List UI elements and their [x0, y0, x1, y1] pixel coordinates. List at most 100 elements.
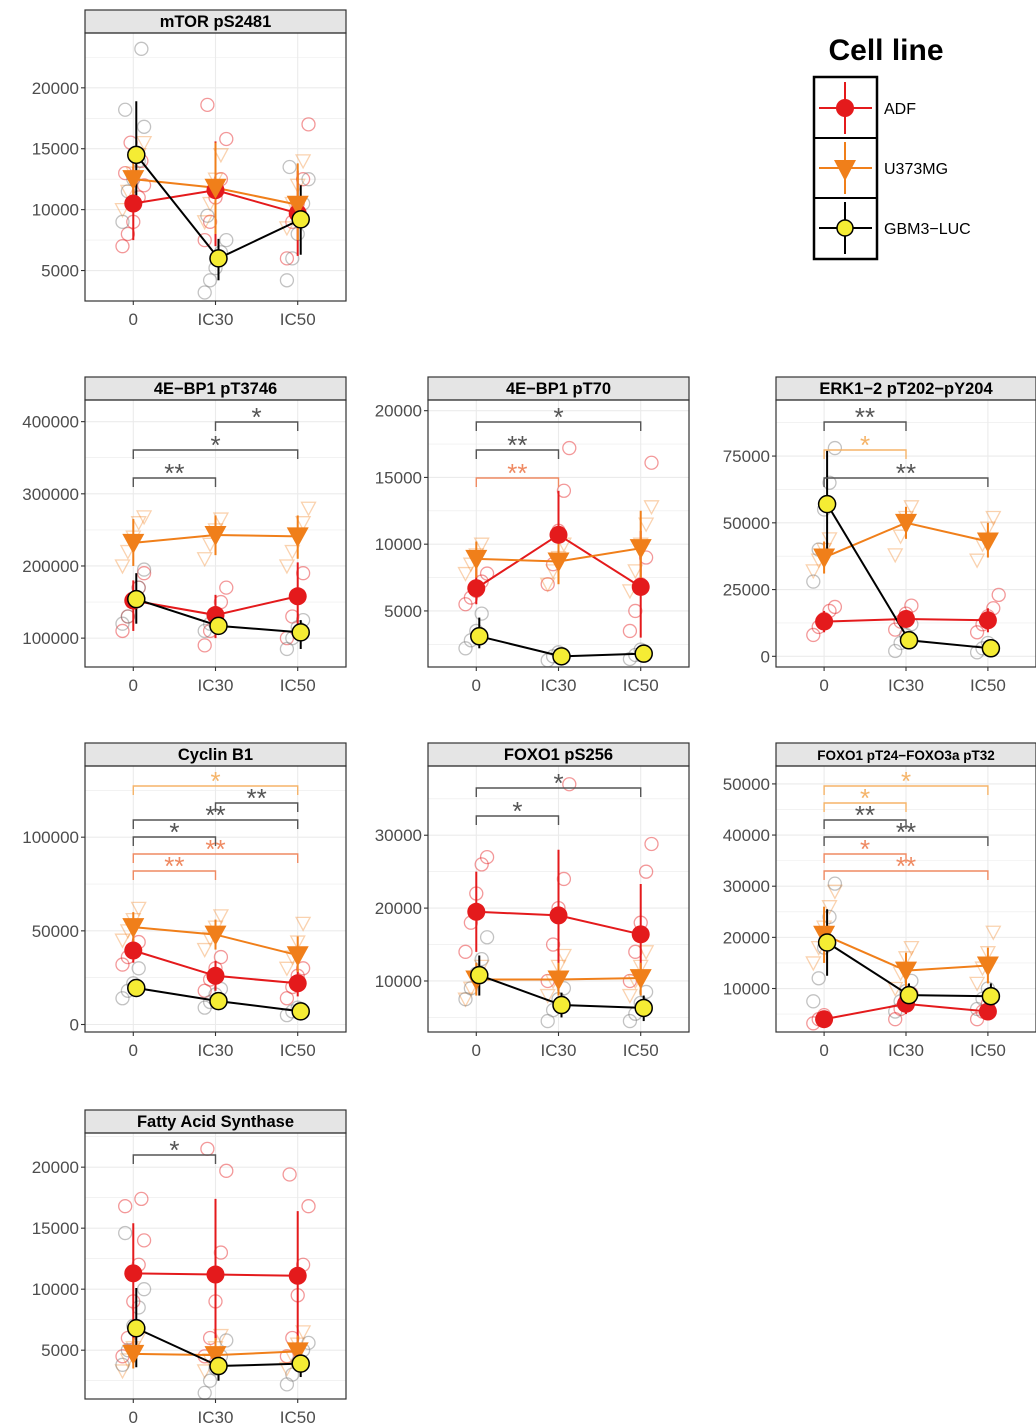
x-tick-label: 0 [819, 1041, 828, 1060]
significance-label: ** [855, 800, 875, 830]
mean-marker-gbm3-luc [128, 979, 145, 996]
mean-marker-gbm3-luc [635, 645, 652, 662]
significance-label: * [169, 817, 179, 847]
mean-marker-gbm3-luc [128, 591, 145, 608]
y-tick-label: 20000 [723, 928, 770, 947]
significance-label: * [553, 768, 563, 798]
mean-marker-adf [550, 526, 568, 544]
x-tick-label: 0 [129, 1408, 138, 1427]
x-tick-label: IC30 [198, 676, 234, 695]
mean-marker-adf [289, 974, 307, 992]
y-tick-label: 20000 [32, 79, 79, 98]
y-tick-label: 50000 [32, 922, 79, 941]
mean-marker-adf [632, 925, 650, 943]
mean-marker-gbm3-luc [128, 1320, 145, 1337]
significance-label: ** [896, 458, 916, 488]
mean-marker-gbm3-luc [292, 1355, 309, 1372]
significance-label: ** [507, 458, 527, 488]
y-tick-label: 50000 [723, 514, 770, 533]
x-tick-label: 0 [129, 676, 138, 695]
significance-label: ** [507, 430, 527, 460]
mean-marker-adf [124, 195, 142, 213]
panel-title: 4E−BP1 pT70 [506, 380, 611, 398]
legend-label-gbm3-luc: GBM3−LUC [884, 221, 971, 238]
significance-label: ** [205, 834, 225, 864]
y-tick-label: 40000 [723, 826, 770, 845]
mean-marker-adf [289, 587, 307, 605]
legend-entry-adf: ADF [819, 82, 916, 134]
x-tick-label: 0 [129, 310, 138, 329]
y-tick-label: 0 [70, 1016, 79, 1035]
legend-entry-u373mg: U373MG [819, 142, 948, 194]
mean-marker-adf [124, 942, 142, 960]
panel-5: FOXO1 pS256**1000020000300000 IC30 IC50 [375, 743, 689, 1060]
x-tick-label: IC30 [198, 1041, 234, 1060]
mean-marker-adf [207, 967, 225, 985]
legend-title: Cell line [828, 34, 943, 67]
mean-marker-gbm3-luc [292, 1003, 309, 1020]
x-tick-label: IC30 [888, 1041, 924, 1060]
mean-marker-gbm3-luc [292, 211, 309, 228]
legend-label-adf: ADF [884, 101, 916, 118]
significance-label: * [860, 834, 870, 864]
x-tick-label: IC30 [198, 1408, 234, 1427]
panel-title: FOXO1 pS256 [504, 746, 613, 764]
x-tick-label: IC30 [541, 1041, 577, 1060]
x-tick-label: IC50 [280, 1408, 316, 1427]
mean-marker-adf [815, 1010, 833, 1028]
mean-marker-gbm3-luc [982, 640, 999, 657]
x-tick-label: IC50 [280, 676, 316, 695]
x-tick-label: IC50 [623, 1041, 659, 1060]
y-tick-label: 0 [761, 647, 770, 666]
mean-marker-gbm3-luc [210, 1358, 227, 1375]
mean-marker-adf [289, 1267, 307, 1285]
mean-marker-adf [815, 613, 833, 631]
panel-title: mTOR pS2481 [160, 13, 272, 31]
y-tick-label: 10000 [723, 980, 770, 999]
mean-marker-adf [124, 1264, 142, 1282]
panel-7: Fatty Acid Synthase * 5000 10000 15000 20000 0… [32, 1110, 346, 1427]
y-tick-label: 30000 [375, 826, 422, 845]
x-tick-label: IC50 [280, 1041, 316, 1060]
y-tick-label: 400000 [22, 413, 79, 432]
mean-marker-adf [632, 578, 650, 596]
y-tick-label: 5000 [384, 602, 422, 621]
x-tick-label: IC50 [623, 676, 659, 695]
y-tick-label: 20000 [375, 402, 422, 421]
significance-label: ** [896, 851, 916, 881]
mean-marker-gbm3-luc [901, 987, 918, 1004]
legend-u373mg-marker [834, 160, 856, 181]
y-tick-label: 25000 [723, 581, 770, 600]
mean-marker-gbm3-luc [292, 624, 309, 641]
significance-label: * [901, 766, 911, 796]
mean-marker-gbm3-luc [553, 648, 570, 665]
panel-6: FOXO1 pT24−FOXO3a pT32*********100002000… [723, 743, 1036, 1060]
mean-marker-adf [550, 906, 568, 924]
mean-marker-gbm3-luc [210, 250, 227, 267]
y-tick-label: 15000 [375, 468, 422, 487]
panel-title: FOXO1 pT24−FOXO3a pT32 [817, 748, 994, 763]
panel-title: 4E−BP1 pT3746 [154, 380, 277, 398]
mean-marker-gbm3-luc [819, 934, 836, 951]
panel-title: Cyclin B1 [178, 746, 253, 764]
significance-label: ** [205, 800, 225, 830]
mean-marker-adf [207, 1266, 225, 1284]
x-tick-label: IC50 [970, 676, 1006, 695]
mean-marker-gbm3-luc [635, 999, 652, 1016]
mean-marker-gbm3-luc [982, 988, 999, 1005]
significance-label: * [860, 430, 870, 460]
y-tick-label: 5000 [41, 1341, 79, 1360]
y-tick-label: 5000 [41, 262, 79, 281]
significance-label: ** [855, 402, 875, 432]
y-tick-label: 300000 [22, 485, 79, 504]
mean-marker-adf [467, 579, 485, 597]
legend-adf-marker [836, 99, 854, 117]
y-tick-label: 100000 [22, 828, 79, 847]
y-tick-label: 100000 [22, 629, 79, 648]
y-tick-label: 10000 [32, 201, 79, 220]
significance-label: ** [164, 458, 184, 488]
y-tick-label: 15000 [32, 140, 79, 159]
panel-0: mTOR pS248150001000015000200000 IC30 IC50 [32, 10, 346, 329]
y-tick-label: 10000 [375, 535, 422, 554]
y-tick-label: 20000 [375, 899, 422, 918]
